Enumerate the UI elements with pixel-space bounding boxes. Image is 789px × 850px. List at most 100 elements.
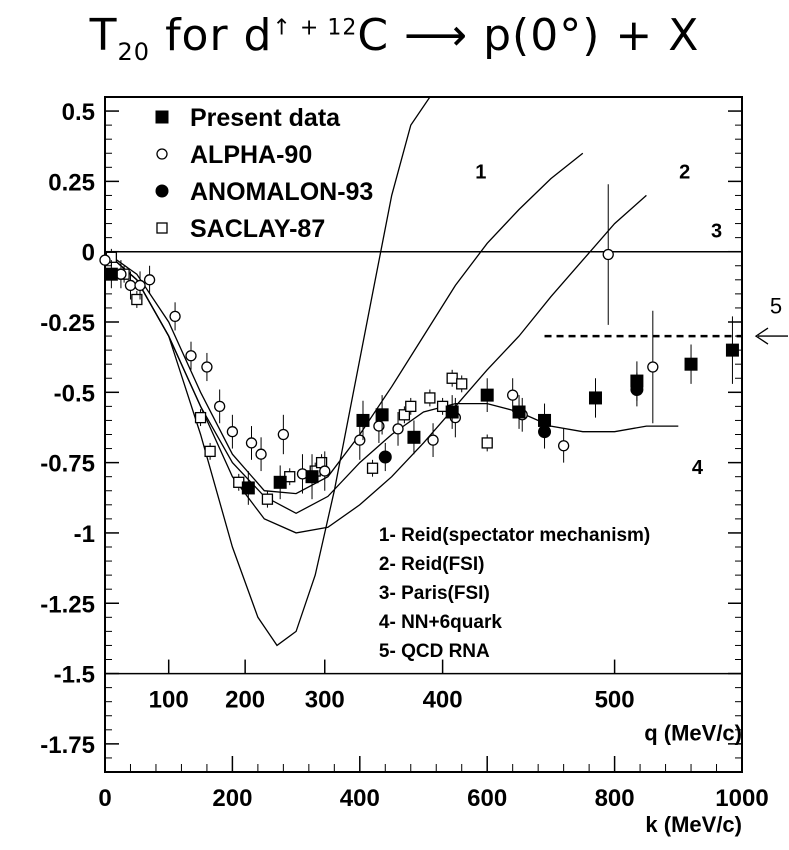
theory-curve-3 bbox=[105, 194, 647, 534]
series-present-data bbox=[104, 260, 739, 505]
data-point bbox=[124, 279, 137, 292]
data-point bbox=[185, 350, 197, 362]
data-point bbox=[405, 400, 417, 413]
data-point bbox=[356, 413, 370, 427]
curve-label-3: 3 bbox=[711, 221, 722, 243]
legend-label: SACLAY-87 bbox=[190, 215, 325, 243]
data-point bbox=[245, 437, 258, 449]
x-tick-label: 200 bbox=[212, 785, 252, 812]
data-point bbox=[588, 391, 602, 405]
data-point bbox=[255, 448, 267, 460]
curve-note: 3- Paris(FSI) bbox=[379, 583, 490, 604]
data-point bbox=[557, 440, 570, 452]
curve-5-arrow-icon bbox=[754, 327, 788, 345]
legend-label: Present data bbox=[190, 104, 341, 132]
data-point bbox=[445, 405, 459, 419]
q-axis-label: q (MeV/c) bbox=[644, 721, 742, 746]
curve-label-2: 2 bbox=[679, 162, 690, 184]
data-point bbox=[480, 388, 494, 402]
series-alpha-90 bbox=[99, 184, 659, 494]
data-point bbox=[131, 293, 143, 306]
data-point bbox=[169, 310, 181, 323]
title-carbon-superscript: + 12 bbox=[291, 15, 358, 41]
data-point bbox=[684, 357, 698, 371]
data-point bbox=[241, 481, 255, 495]
data-point bbox=[277, 428, 290, 441]
q-tick-label: 400 bbox=[423, 687, 463, 714]
title-reaction: C ⟶ p(0°) + X bbox=[357, 10, 700, 61]
theory-curve-1 bbox=[105, 97, 431, 647]
data-point bbox=[602, 248, 614, 261]
y-tick-label: 0 bbox=[82, 240, 95, 267]
data-point bbox=[204, 445, 216, 458]
data-point bbox=[512, 405, 526, 419]
curve-note: 4- NN+6quark bbox=[379, 612, 502, 633]
data-point bbox=[427, 434, 439, 446]
y-tick-label: -1 bbox=[74, 521, 95, 548]
data-point bbox=[134, 279, 146, 292]
data-point bbox=[305, 470, 319, 484]
data-point bbox=[630, 374, 644, 388]
data-point bbox=[407, 430, 421, 444]
y-tick-label: -1.75 bbox=[40, 732, 95, 759]
theory-curves bbox=[105, 97, 679, 647]
data-point bbox=[481, 437, 493, 449]
q-tick-label: 500 bbox=[595, 687, 635, 714]
series-anomalon-93 bbox=[378, 372, 644, 472]
data-point bbox=[456, 378, 468, 390]
curve-note: 2- Reid(FSI) bbox=[379, 554, 485, 575]
data-point bbox=[99, 254, 111, 266]
data-point bbox=[354, 434, 366, 446]
q-tick-label: 300 bbox=[305, 687, 345, 714]
legend-marker bbox=[156, 148, 168, 160]
data-point bbox=[194, 411, 207, 424]
legend-label: ANOMALON-93 bbox=[190, 178, 373, 206]
y-tick-label: -1.25 bbox=[40, 591, 95, 618]
x-tick-label: 800 bbox=[595, 785, 635, 812]
data-point bbox=[725, 343, 739, 357]
curve-note: 5- QCD RNA bbox=[379, 641, 490, 662]
data-point bbox=[273, 475, 287, 489]
polarization-arrow-icon: ↑ bbox=[272, 15, 292, 41]
title-for-d: for d bbox=[150, 10, 273, 61]
data-point bbox=[446, 372, 458, 384]
theory-curve-4 bbox=[105, 251, 679, 515]
x-tick-label: 1000 bbox=[715, 785, 768, 812]
x-tick-label: 0 bbox=[98, 785, 111, 812]
data-point bbox=[375, 408, 389, 422]
y-tick-label: -0.25 bbox=[40, 310, 95, 337]
title-t-subscript: 20 bbox=[117, 37, 151, 66]
data-point bbox=[538, 413, 552, 427]
legend-marker bbox=[156, 222, 168, 234]
y-tick-label: 0.5 bbox=[62, 99, 95, 126]
x-axis-label: k (MeV/c) bbox=[645, 812, 742, 837]
y-tick-label: -1.5 bbox=[54, 662, 95, 689]
data-point bbox=[424, 392, 436, 404]
x-tick-label: 600 bbox=[467, 785, 507, 812]
legend-label: ALPHA-90 bbox=[190, 141, 312, 169]
y-tick-label: -0.75 bbox=[40, 451, 95, 478]
data-point bbox=[226, 426, 239, 438]
data-point bbox=[507, 389, 519, 401]
x-tick-label: 400 bbox=[340, 785, 380, 812]
data-point bbox=[201, 361, 213, 373]
curve-note: 1- Reid(spectator mechanism) bbox=[379, 525, 650, 546]
curve-label-5: 5 bbox=[770, 294, 782, 319]
data-point bbox=[143, 274, 156, 286]
legend-marker bbox=[155, 184, 169, 198]
data-point bbox=[647, 361, 659, 373]
chart-title: T20 for d↑ + 12C ⟶ p(0°) + X bbox=[0, 10, 789, 66]
q-tick-label: 200 bbox=[225, 687, 265, 714]
series-saclay-87 bbox=[105, 248, 493, 508]
data-point bbox=[398, 409, 411, 421]
data-point bbox=[214, 400, 226, 413]
legend-marker bbox=[155, 110, 169, 124]
title-t: T bbox=[89, 10, 118, 61]
data-point bbox=[392, 423, 404, 435]
data-point bbox=[104, 267, 118, 281]
y-tick-label: -0.5 bbox=[54, 380, 95, 407]
data-point bbox=[319, 465, 331, 477]
q-tick-label: 100 bbox=[149, 687, 189, 714]
y-tick-label: 0.25 bbox=[48, 169, 95, 196]
curve-label-4: 4 bbox=[692, 457, 704, 479]
